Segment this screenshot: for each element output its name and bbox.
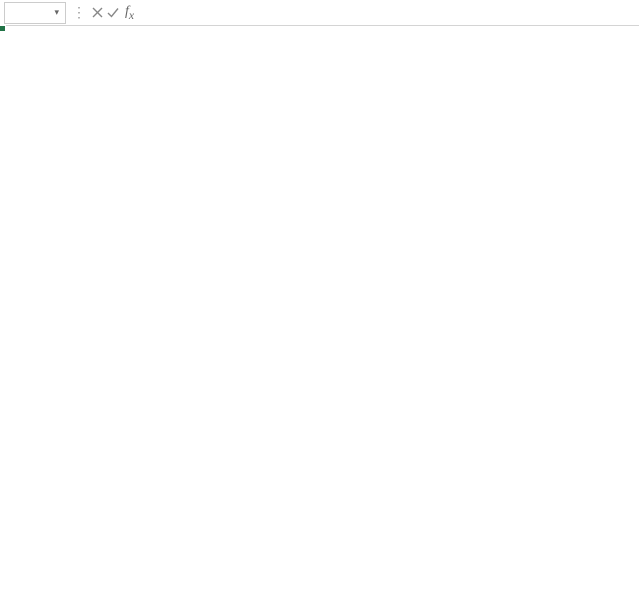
selection-outline [0, 26, 4, 30]
cancel-icon[interactable] [90, 7, 105, 18]
formula-input[interactable] [140, 0, 639, 25]
enter-icon[interactable] [105, 7, 121, 18]
formula-bar: ▾ ⋮ fx [0, 0, 639, 26]
name-box[interactable]: ▾ [4, 2, 66, 24]
fill-handle[interactable] [0, 25, 6, 32]
separator-icon: ⋮ [66, 4, 90, 21]
fx-icon[interactable]: fx [121, 4, 140, 22]
chevron-down-icon: ▾ [54, 7, 59, 18]
